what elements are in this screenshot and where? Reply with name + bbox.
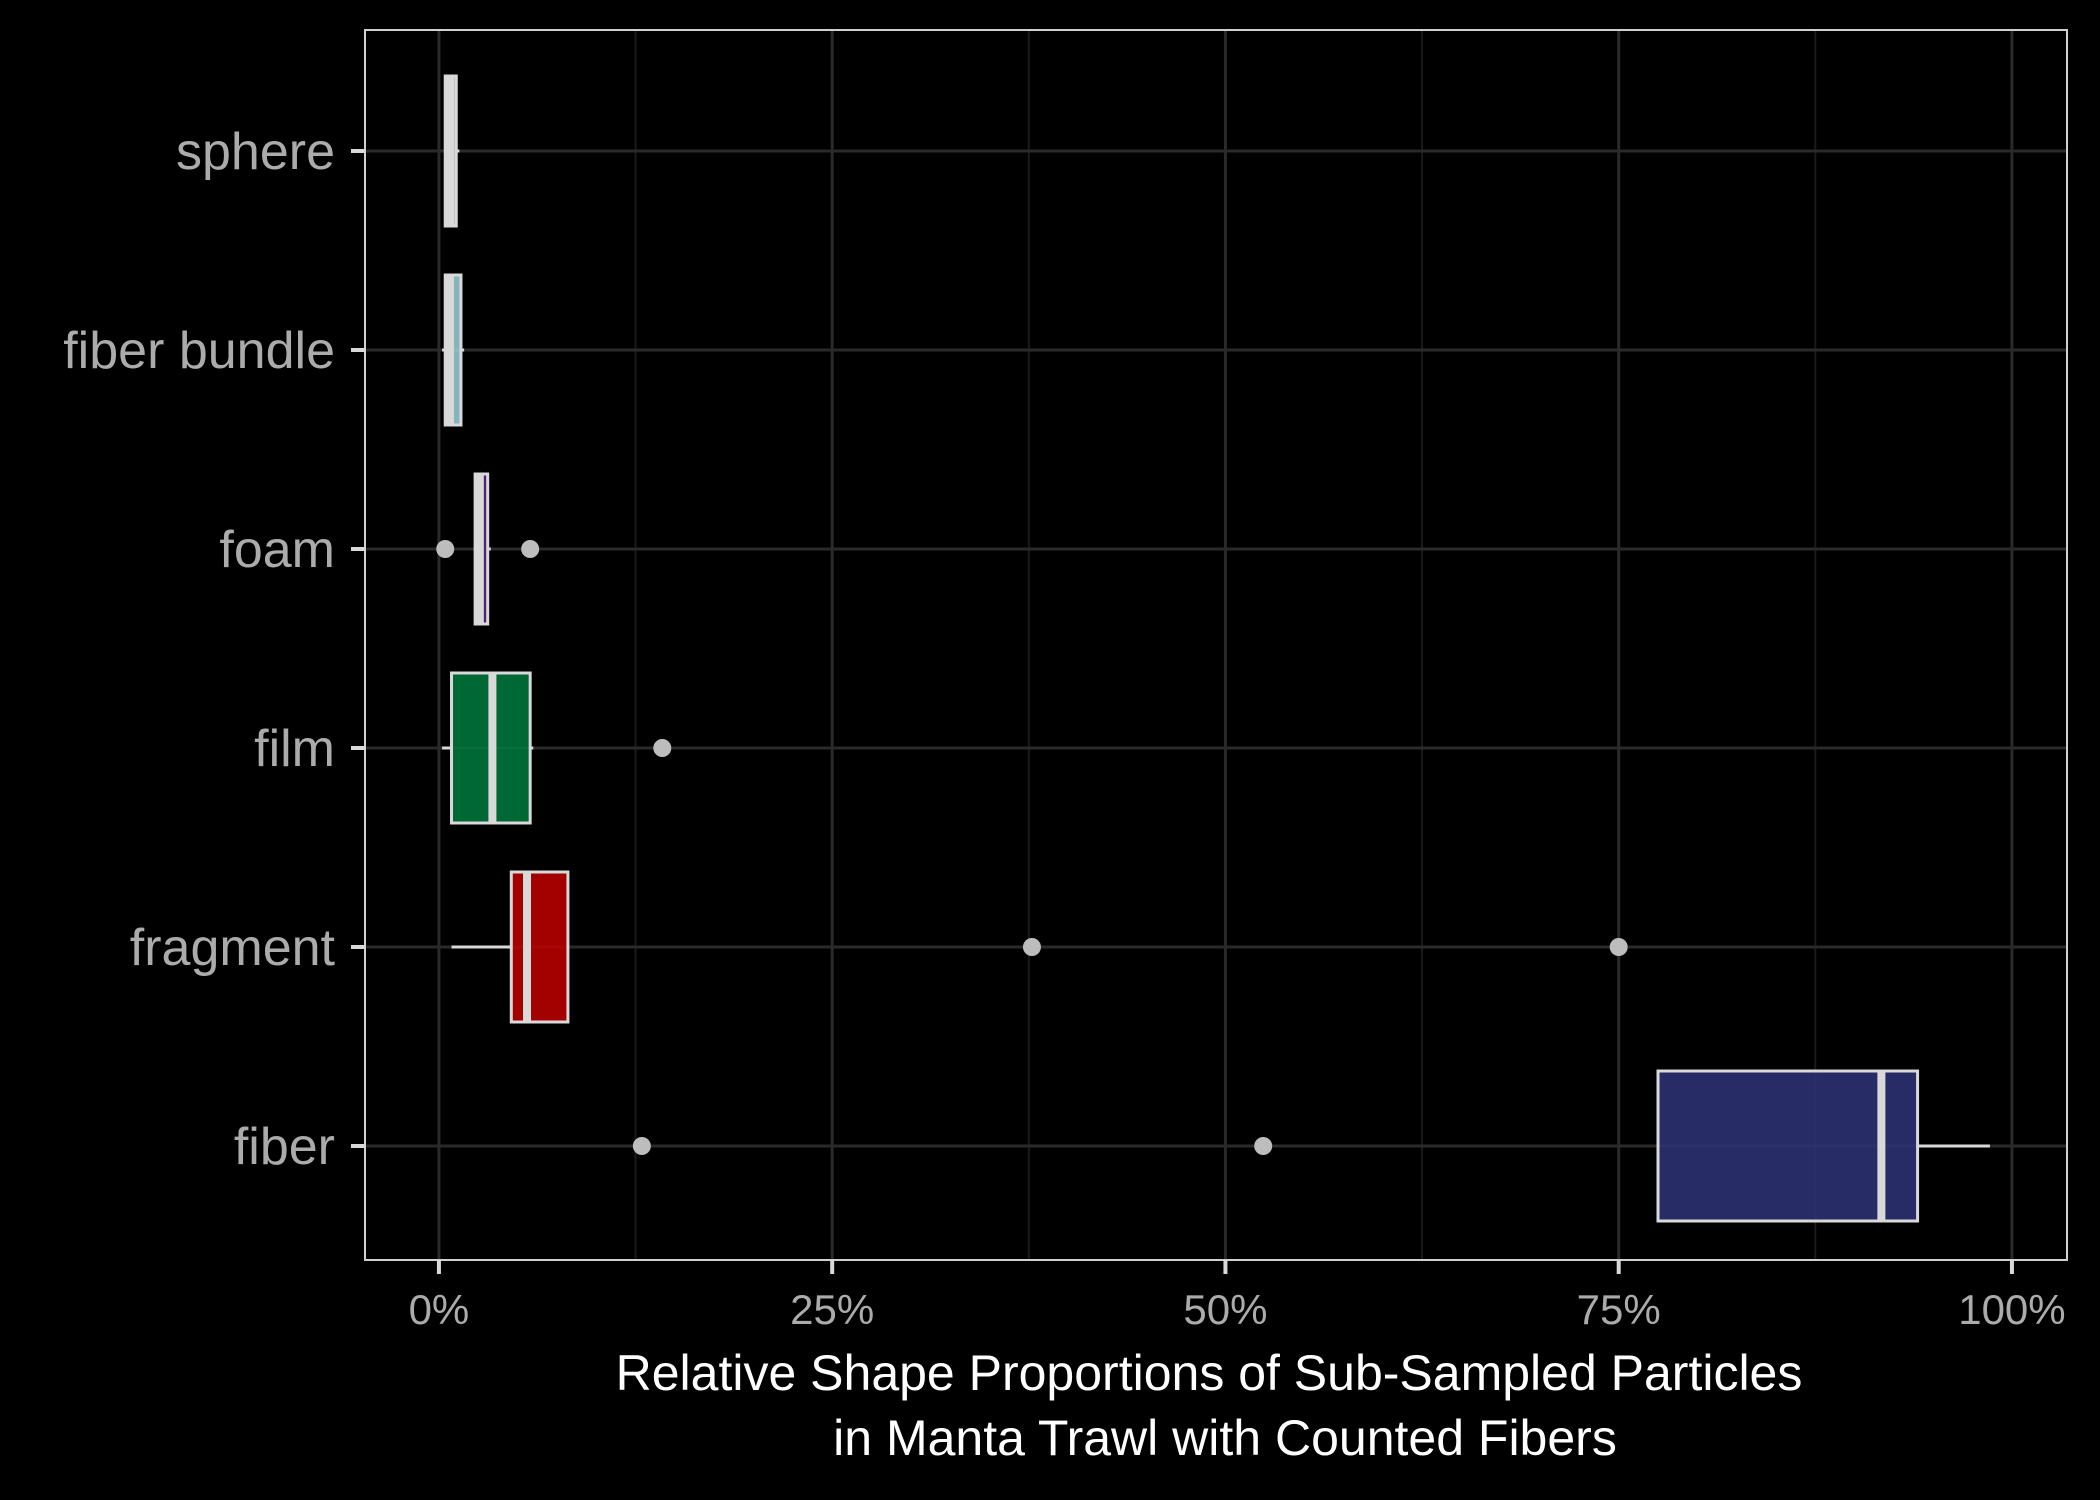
box-sphere — [443, 74, 460, 228]
box-fiber-bundle — [442, 273, 465, 427]
box-iqr — [1656, 1069, 1920, 1223]
outlier-point — [653, 739, 672, 757]
y-tick-label: fiber bundle — [63, 322, 335, 380]
y-tick-label: foam — [219, 521, 335, 579]
y-tick-label: sphere — [176, 123, 335, 181]
box-foam — [436, 472, 540, 626]
box-series — [436, 74, 1990, 1223]
y-tick-label: film — [254, 720, 335, 778]
x-tick-label: 100% — [1958, 1286, 2065, 1333]
x-axis-title-line-2: in Manta Trawl with Counted Fibers — [833, 1410, 1617, 1466]
x-tick-label: 50% — [1183, 1286, 1267, 1333]
outlier-point — [1609, 938, 1628, 956]
outlier-point — [1022, 938, 1041, 956]
box-fiber — [632, 1069, 1990, 1223]
x-axis-title-line-1: Relative Shape Proportions of Sub-Sample… — [616, 1345, 1803, 1401]
box-fragment — [451, 870, 1628, 1024]
axes: sphere fiber bundle foam film fragment fiber 0… — [63, 123, 2065, 1333]
box-film — [442, 671, 672, 825]
panel-border — [364, 29, 2068, 1261]
x-tick-label: 0% — [409, 1286, 470, 1333]
box-iqr — [509, 870, 570, 1024]
grid-lines — [365, 30, 2067, 1260]
outlier-point — [436, 540, 455, 558]
x-tick-label: 25% — [790, 1286, 874, 1333]
outlier-point — [632, 1137, 651, 1155]
outlier-point — [1254, 1137, 1273, 1155]
outlier-point — [521, 540, 540, 558]
x-tick-label: 75% — [1577, 1286, 1661, 1333]
y-tick-label: fiber — [234, 1118, 335, 1176]
y-tick-label: fragment — [130, 919, 336, 977]
